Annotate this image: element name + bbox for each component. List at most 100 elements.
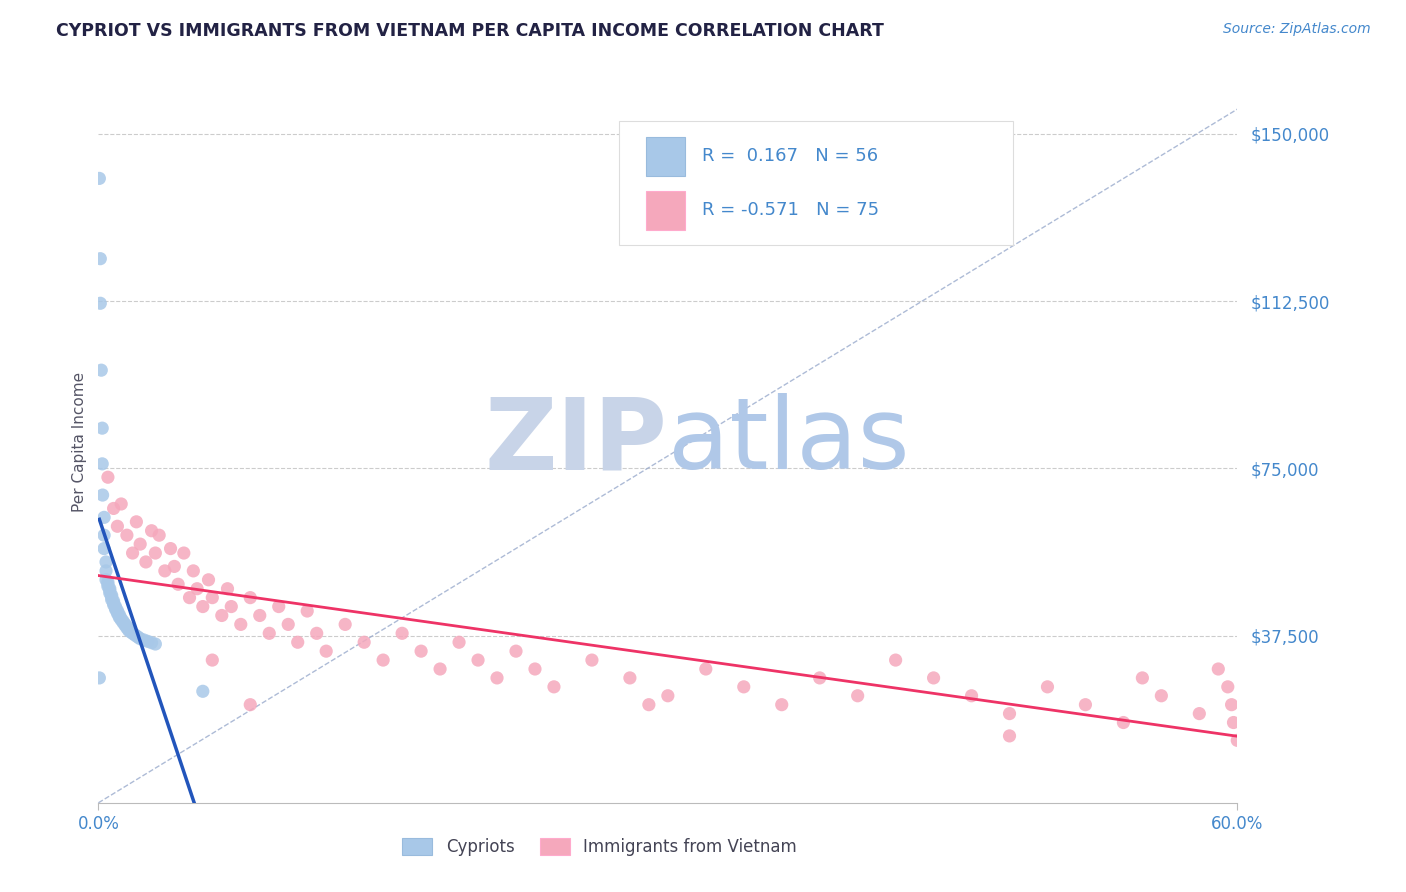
Point [112, 615, 135, 630]
Text: Source: ZipAtlas.com: Source: ZipAtlas.com [1223, 22, 1371, 37]
Point [118, 623, 141, 637]
Point [259, 626, 281, 640]
Point [127, 630, 149, 644]
Point [163, 559, 186, 574]
Point [1222, 715, 1244, 730]
Point [249, 608, 271, 623]
Point [201, 653, 224, 667]
Point [115, 621, 138, 635]
Point [960, 689, 983, 703]
Point [1036, 680, 1059, 694]
Point [98, 583, 121, 598]
Point [229, 617, 252, 632]
Point [115, 528, 138, 542]
Point [104, 601, 127, 615]
Point [391, 626, 413, 640]
Point [98, 586, 121, 600]
Y-axis label: Per Capita Income: Per Capita Income [72, 371, 87, 512]
Point [103, 596, 125, 610]
Point [186, 582, 208, 596]
Point [197, 573, 219, 587]
Point [97, 577, 120, 591]
Point [486, 671, 509, 685]
Point [110, 612, 132, 626]
Point [97, 580, 120, 594]
Point [1188, 706, 1211, 721]
Point [89, 671, 111, 685]
Point [353, 635, 375, 649]
Point [91, 457, 114, 471]
Point [145, 546, 167, 560]
Point [543, 680, 565, 694]
Point [619, 671, 641, 685]
Point [94, 573, 117, 587]
Point [115, 619, 138, 633]
FancyBboxPatch shape [647, 136, 685, 176]
Point [129, 632, 152, 646]
Point [159, 541, 181, 556]
Point [1226, 733, 1249, 747]
Point [371, 653, 394, 667]
Point [201, 591, 224, 605]
Point [110, 497, 132, 511]
Point [1220, 698, 1243, 712]
Point [132, 633, 155, 648]
Point [121, 626, 143, 640]
Point [211, 608, 233, 623]
Point [297, 604, 319, 618]
Point [108, 610, 131, 624]
Point [125, 515, 148, 529]
Point [103, 501, 125, 516]
Point [94, 564, 117, 578]
Point [884, 653, 907, 667]
Point [411, 644, 433, 658]
Point [135, 555, 157, 569]
Point [1132, 671, 1154, 685]
Point [287, 635, 309, 649]
Point [107, 519, 129, 533]
Legend: Cypriots, Immigrants from Vietnam: Cypriots, Immigrants from Vietnam [395, 831, 803, 863]
Point [118, 624, 141, 638]
Point [100, 592, 122, 607]
Point [449, 635, 471, 649]
Point [315, 644, 337, 658]
Point [1208, 662, 1230, 676]
Point [91, 421, 114, 435]
Point [239, 698, 262, 712]
Point [1150, 689, 1173, 703]
Text: R =  0.167   N = 56: R = 0.167 N = 56 [702, 147, 879, 165]
Point [125, 629, 148, 643]
Point [136, 634, 159, 648]
Point [770, 698, 793, 712]
Point [305, 626, 328, 640]
Text: R = -0.571   N = 75: R = -0.571 N = 75 [702, 202, 879, 219]
Point [103, 594, 125, 608]
Point [581, 653, 603, 667]
Point [998, 729, 1021, 743]
Point [114, 618, 136, 632]
Point [93, 528, 115, 542]
Text: CYPRIOT VS IMMIGRANTS FROM VIETNAM PER CAPITA INCOME CORRELATION CHART: CYPRIOT VS IMMIGRANTS FROM VIETNAM PER C… [56, 22, 884, 40]
Point [121, 546, 143, 560]
Point [429, 662, 451, 676]
Point [89, 171, 111, 186]
Point [1074, 698, 1097, 712]
Point [108, 607, 131, 622]
Point [141, 635, 163, 649]
Point [110, 613, 132, 627]
Point [100, 589, 122, 603]
Point [239, 591, 262, 605]
FancyBboxPatch shape [647, 191, 685, 230]
Point [998, 706, 1021, 721]
Point [191, 684, 214, 698]
Point [91, 488, 114, 502]
Point [98, 582, 121, 596]
Point [695, 662, 717, 676]
Point [94, 555, 117, 569]
Point [277, 617, 299, 632]
Point [808, 671, 831, 685]
Point [89, 296, 111, 310]
Point [524, 662, 547, 676]
Point [108, 608, 131, 623]
Text: ZIP: ZIP [485, 393, 668, 490]
